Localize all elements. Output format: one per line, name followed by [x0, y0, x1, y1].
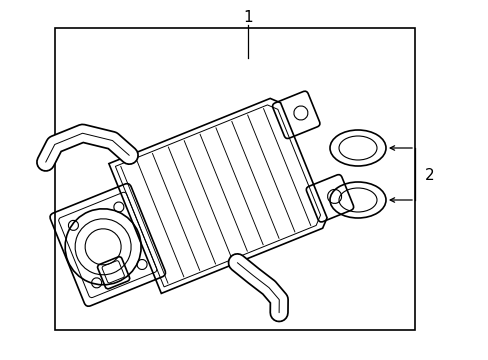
Text: 1: 1 — [243, 10, 252, 26]
Bar — [55, 28, 414, 330]
Text: 2: 2 — [424, 167, 434, 183]
